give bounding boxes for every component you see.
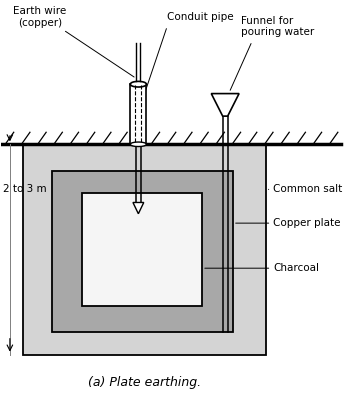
Text: Conduit pipe: Conduit pipe: [167, 12, 234, 22]
Bar: [83, 193, 202, 306]
Text: 2 to 3 m: 2 to 3 m: [3, 184, 47, 194]
Text: Common salt: Common salt: [274, 184, 342, 194]
Text: Earth wire
(copper): Earth wire (copper): [13, 6, 67, 28]
Text: (a) Plate earthing.: (a) Plate earthing.: [88, 376, 201, 389]
Ellipse shape: [130, 142, 146, 146]
Text: Funnel for
pouring water: Funnel for pouring water: [241, 16, 314, 37]
Polygon shape: [133, 203, 144, 214]
Polygon shape: [211, 93, 239, 116]
Text: Charcoal: Charcoal: [274, 263, 320, 273]
Bar: [130, 84, 146, 144]
Bar: [52, 170, 233, 332]
Text: Copper plate: Copper plate: [274, 218, 341, 228]
Bar: [23, 144, 266, 354]
Ellipse shape: [130, 81, 146, 87]
